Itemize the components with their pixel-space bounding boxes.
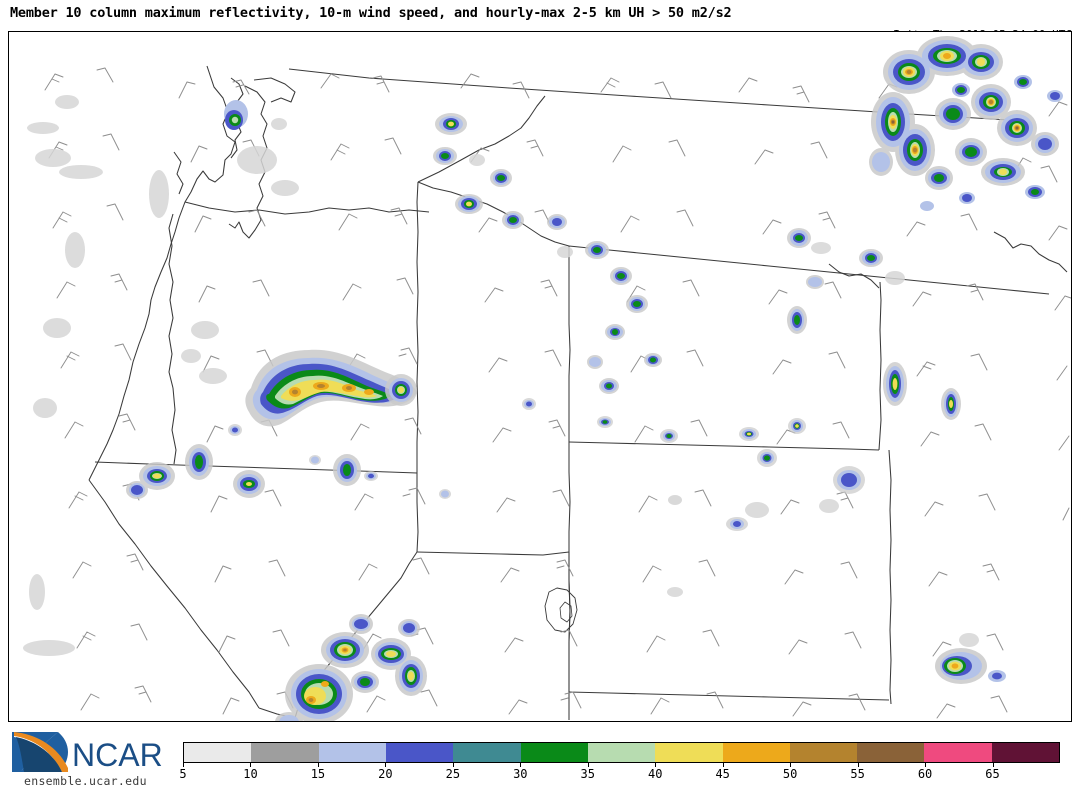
colorbar-tick [317, 763, 319, 767]
colorbar-segment [453, 743, 521, 762]
colorbar-segment [587, 743, 656, 762]
map-header: Member 10 column maximum reflectivity, 1… [0, 0, 1080, 80]
colorbar-tick [992, 763, 994, 767]
colorbar-segment [520, 743, 588, 762]
colorbar-segment [722, 743, 790, 762]
colorbar-tick-label: 60 [917, 767, 933, 781]
colorbar-tick-label: 10 [243, 767, 258, 781]
colorbar-gradient [183, 742, 1060, 763]
colorbar-tick-label: 35 [580, 767, 595, 781]
colorbar-tick-label: 30 [513, 767, 528, 781]
colorbar-segment [655, 743, 723, 762]
colorbar-tick-label: 25 [445, 767, 461, 781]
colorbar-tick-label: 45 [715, 767, 730, 781]
ncar-url-label: ensemble.ucar.edu [24, 774, 147, 788]
colorbar-segment [789, 743, 858, 762]
storm-cluster-southwest [275, 614, 427, 721]
colorbar-segment [991, 743, 1060, 762]
colorbar-tick [722, 763, 724, 767]
storm-swath-idaho [245, 349, 417, 427]
political-boundaries [88, 65, 1068, 720]
colorbar-tick-label: 40 [647, 767, 663, 781]
colorbar-segment [385, 743, 454, 762]
scattered-cells-basin [228, 398, 865, 531]
colorbar-ticks: 5 10 15 20 25 30 35 40 45 50 55 60 65 [179, 763, 1060, 785]
colorbar-tick-label: 5 [179, 767, 187, 781]
colorbar-segment [318, 743, 386, 762]
colorbar-tick-label: 55 [850, 767, 865, 781]
storm-cell-group-idaho-east [126, 374, 417, 499]
ncar-logo[interactable]: NCAR ensemble.ucar.edu [6, 728, 176, 788]
colorbar-tick [385, 763, 387, 767]
map-canvas[interactable] [8, 31, 1072, 722]
colorbar-tick [250, 763, 252, 767]
ncar-logo-graphic: NCAR [12, 732, 163, 773]
colorbar-tick-label: 15 [310, 767, 326, 781]
colorbar[interactable]: 5 10 15 20 25 30 35 40 45 50 55 60 65 [179, 742, 1060, 786]
colorbar-tick [655, 763, 657, 767]
colorbar-tick [587, 763, 589, 767]
colorbar-tick-label: 50 [782, 767, 798, 781]
weak-echo-regions [23, 95, 979, 656]
storm-cluster-northeast [869, 36, 1063, 211]
colorbar-tick [520, 763, 522, 767]
reflectivity-field [23, 36, 1063, 721]
map-footer: NCAR ensemble.ucar.edu 5 10 15 20 25 30 35 40 45… [0, 726, 1080, 792]
colorbar-tick [925, 763, 927, 767]
colorbar-tick-label: 65 [985, 767, 1000, 781]
ncar-logo-text: NCAR [72, 737, 163, 773]
colorbar-tick-label: 20 [378, 767, 393, 781]
colorbar-tick [790, 763, 792, 767]
colorbar-tick [183, 763, 184, 767]
colorbar-tick [857, 763, 859, 767]
map-graphics [9, 32, 1071, 721]
colorbar-segment [251, 743, 319, 762]
storm-cell-puget-sound [224, 100, 248, 130]
colorbar-segment [924, 743, 992, 762]
colorbar-segment [857, 743, 925, 762]
storm-cell-southeast [935, 648, 1006, 684]
storm-line-north-central [433, 113, 961, 420]
wind-barb-field [44, 67, 1071, 719]
colorbar-segment [184, 743, 252, 762]
colorbar-tick [452, 763, 454, 767]
page-title: Member 10 column maximum reflectivity, 1… [10, 5, 732, 21]
